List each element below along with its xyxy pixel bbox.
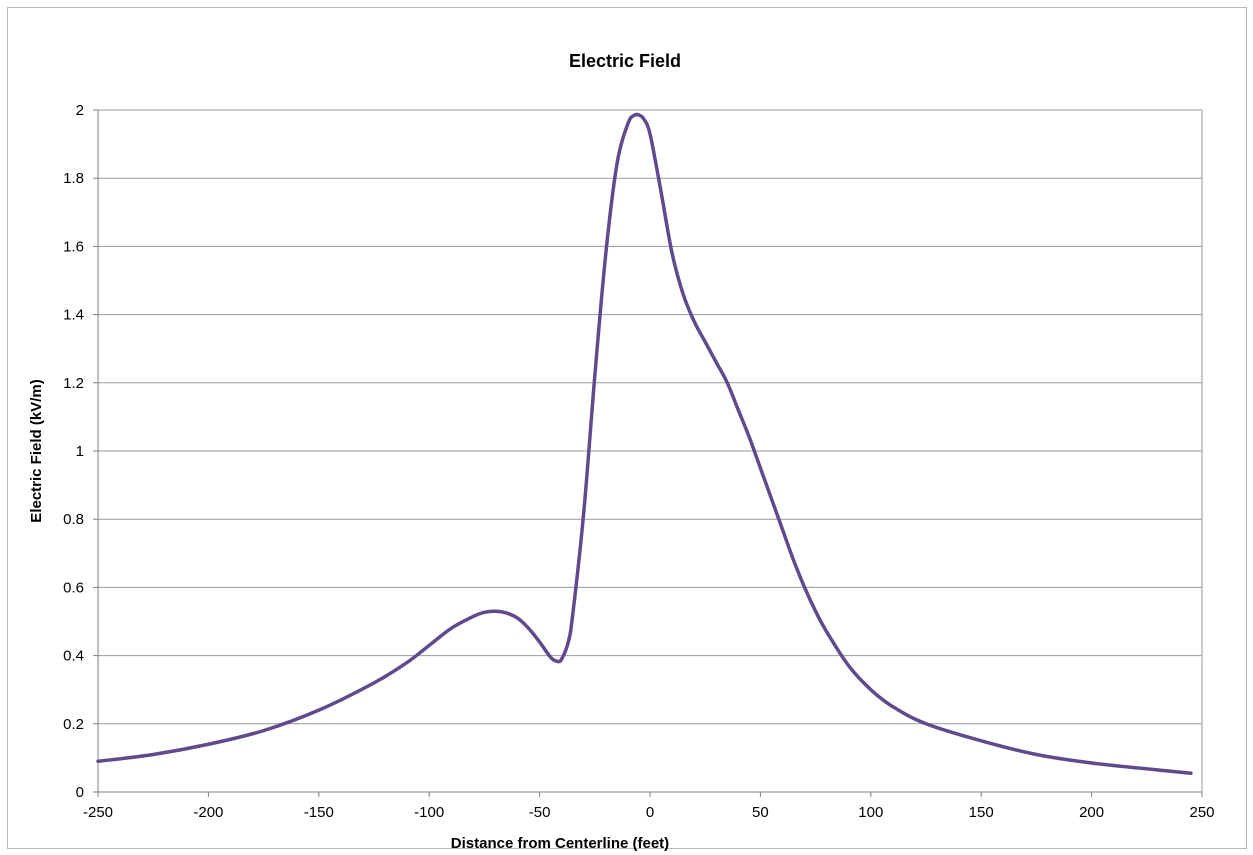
x-tick-label-5: 0 (646, 804, 654, 821)
chart-frame (7, 7, 1247, 849)
series-layer (96, 112, 1193, 775)
y-tick-label-4: 0.8 (63, 511, 84, 528)
y-axis-ticks: 0 0.2 0.4 0.6 0.8 1 1.2 1.4 1.6 1.8 2 (63, 102, 98, 801)
y-tick-label-5: 1 (76, 443, 84, 460)
y-tick-label-7: 1.4 (63, 307, 84, 324)
y-axis-label: Electric Field (kV/m) (28, 379, 45, 522)
y-tick-label-2: 0.4 (63, 648, 84, 665)
series-line-0 (96, 112, 1193, 775)
x-tick-label-7: 100 (858, 804, 883, 821)
x-tick-label-2: -150 (304, 804, 334, 821)
x-tick-label-8: 150 (969, 804, 994, 821)
y-tick-label-3: 0.6 (63, 579, 84, 596)
y-tick-label-10: 2 (76, 102, 84, 119)
x-tick-label-1: -200 (193, 804, 223, 821)
y-tick-label-8: 1.6 (63, 238, 84, 255)
x-tick-label-6: 50 (752, 804, 769, 821)
y-tick-label-1: 0.2 (63, 716, 84, 733)
x-tick-label-9: 200 (1079, 804, 1104, 821)
x-tick-label-0: -250 (83, 804, 113, 821)
y-tick-label-0: 0 (76, 784, 84, 801)
gridlines (98, 109, 1202, 725)
x-axis-label: Distance from Centerline (feet) (451, 835, 669, 852)
x-tick-label-4: -50 (529, 804, 551, 821)
x-tick-label-10: 250 (1189, 804, 1214, 821)
chart-title: Electric Field (569, 51, 681, 71)
x-axis-ticks: -250 -200 -150 -100 -50 0 50 100 150 200 250 (83, 792, 1215, 821)
y-tick-label-6: 1.2 (63, 375, 84, 392)
y-tick-label-9: 1.8 (63, 170, 84, 187)
x-tick-label-3: -100 (414, 804, 444, 821)
